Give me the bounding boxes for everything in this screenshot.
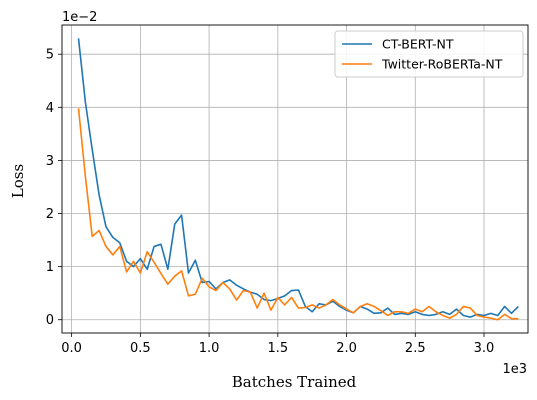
legend: CT-BERT-NT Twitter-RoBERTa-NT — [334, 30, 524, 78]
legend-label-twitter-roberta-nt: Twitter-RoBERTa-NT — [381, 57, 503, 72]
series-line-twitter-roberta-nt — [77, 108, 519, 321]
y-tick-label: 3 — [46, 154, 54, 169]
axis-ticks: 0.0 0.5 1.0 1.5 2.0 2.5 3.0 0 1 2 3 4 5 — [46, 48, 495, 356]
series-lines — [77, 38, 519, 321]
x-tick-label: 1.0 — [199, 341, 220, 356]
y-tick-label: 4 — [46, 101, 54, 116]
x-axis-scale-label: 1e3 — [502, 362, 527, 377]
x-tick-label: 2.0 — [336, 341, 357, 356]
x-tick-label: 0.5 — [130, 341, 151, 356]
y-tick-label: 5 — [46, 48, 54, 63]
legend-box — [334, 30, 524, 78]
series-line-ct-bert-nt — [77, 38, 519, 318]
x-axis-title: Batches Trained — [232, 373, 357, 391]
legend-label-ct-bert-nt: CT-BERT-NT — [382, 37, 454, 52]
plot-area-frame — [61, 24, 529, 334]
y-axis-title: Loss — [9, 164, 27, 198]
x-tick-label: 0.0 — [61, 341, 82, 356]
x-tick-label: 2.5 — [405, 341, 426, 356]
x-tick-label: 3.0 — [474, 341, 495, 356]
y-axis-scale-label: 1e−2 — [62, 10, 97, 25]
x-tick-label: 1.5 — [267, 341, 288, 356]
y-tick-label: 1 — [46, 260, 54, 275]
y-tick-label: 0 — [46, 313, 54, 328]
y-tick-label: 2 — [46, 207, 54, 222]
